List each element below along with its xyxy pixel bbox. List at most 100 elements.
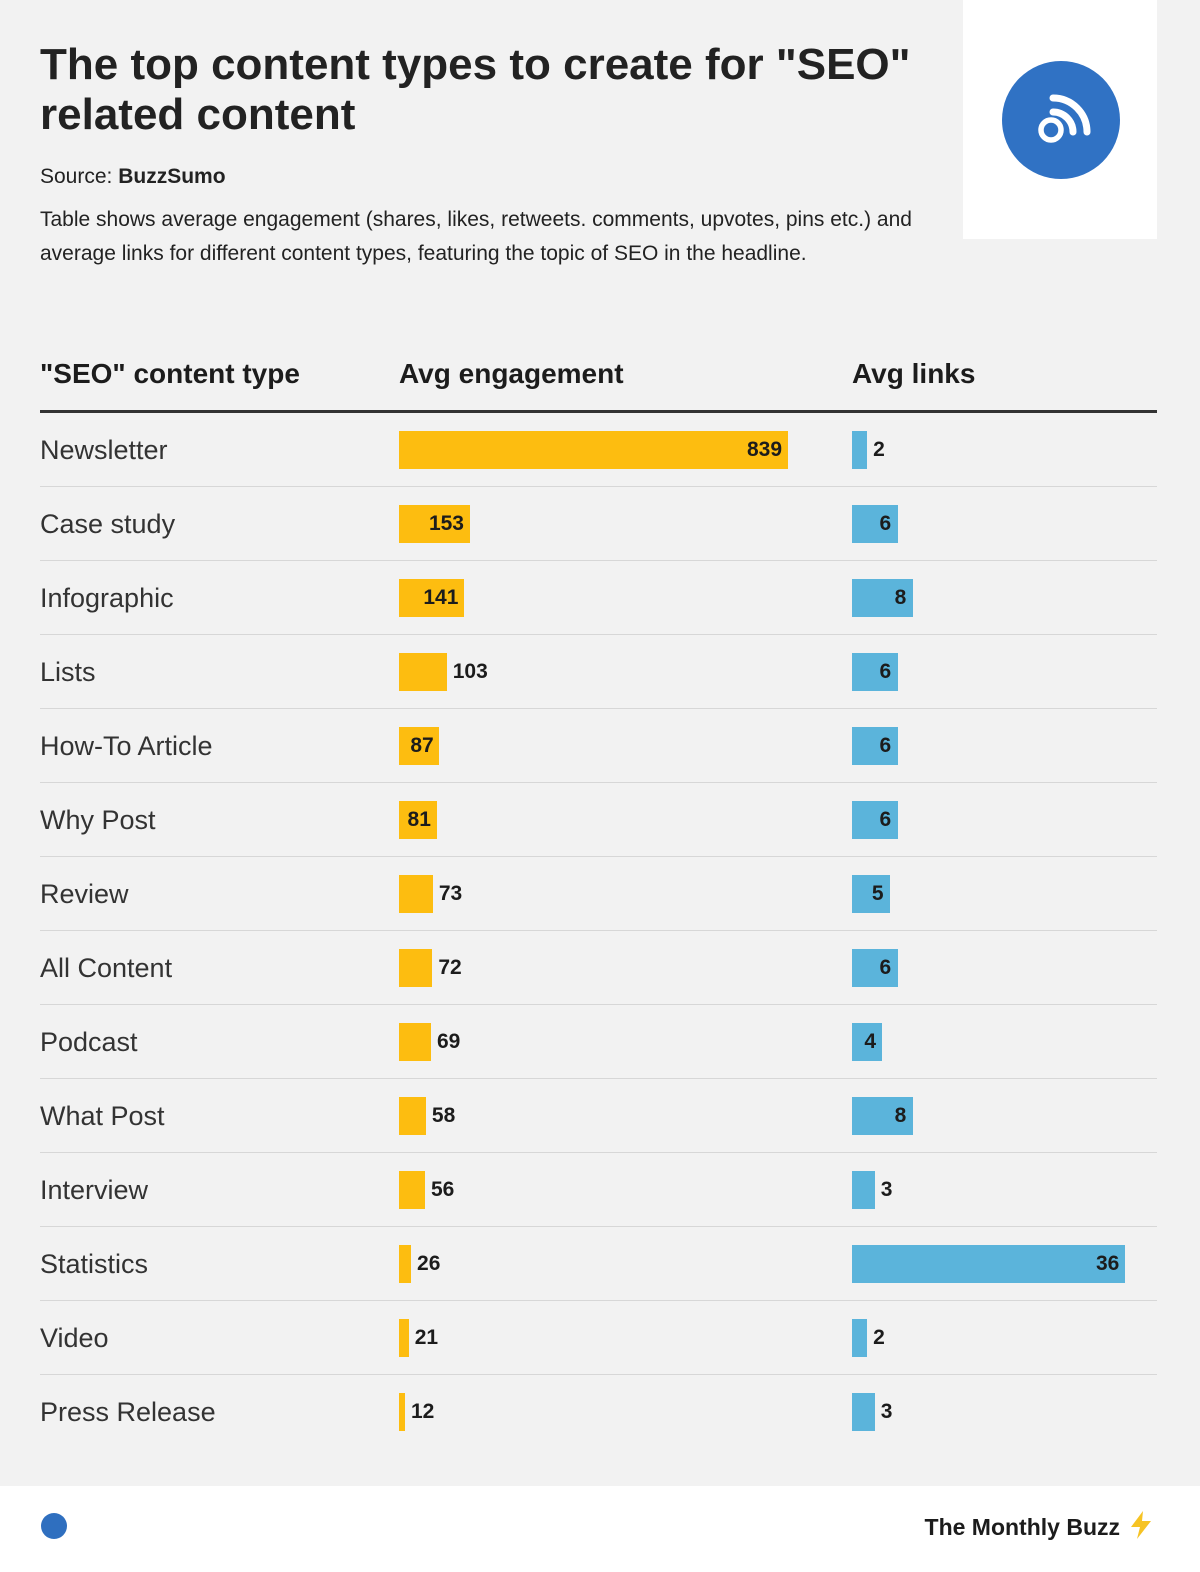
row-label: Podcast <box>40 1027 138 1057</box>
engagement-value: 26 <box>417 1252 441 1275</box>
row-label: All Content <box>40 953 173 983</box>
engagement-bar <box>399 949 433 987</box>
row-label: What Post <box>40 1101 165 1131</box>
links-bar <box>852 1319 868 1357</box>
table-row: Infographic 141 8 <box>40 561 1157 635</box>
row-label: Interview <box>40 1175 149 1205</box>
rss-feed-icon <box>1002 61 1120 179</box>
engagement-bar <box>399 1319 409 1357</box>
footer: The Monthly Buzz <box>0 1486 1200 1572</box>
row-label: Video <box>40 1323 109 1353</box>
column-header-links: Avg links <box>852 358 976 389</box>
table-row: Why Post 81 6 <box>40 783 1157 857</box>
table-row: Podcast 69 4 <box>40 1005 1157 1079</box>
links-value: 2 <box>873 1326 885 1349</box>
source-label: Source: <box>40 165 113 188</box>
row-label: Press Release <box>40 1397 216 1427</box>
chart-rows: Newsletter 839 2 Case study 153 6 Infographic 1… <box>40 413 1157 1448</box>
row-label: Statistics <box>40 1249 149 1279</box>
engagement-bar <box>399 579 465 617</box>
row-label: Newsletter <box>40 435 168 465</box>
source-name: BuzzSumo <box>118 165 226 188</box>
engagement-bar <box>399 431 788 469</box>
table-row: Statistics 26 36 <box>40 1227 1157 1301</box>
column-header-type: "SEO" content type <box>40 358 300 389</box>
table-row: Newsletter 839 2 <box>40 413 1157 487</box>
engagement-value: 12 <box>411 1400 435 1423</box>
links-value: 36 <box>1096 1252 1120 1275</box>
links-value: 3 <box>880 1178 893 1201</box>
links-value: 6 <box>879 956 892 979</box>
footer-dot <box>41 1513 67 1539</box>
engagement-bar <box>399 1245 412 1283</box>
engagement-value: 72 <box>438 956 462 979</box>
links-bar <box>852 1023 883 1061</box>
links-bar <box>852 505 898 543</box>
links-bar <box>852 1171 875 1209</box>
row-label: Case study <box>40 509 176 539</box>
links-value: 3 <box>880 1400 893 1423</box>
engagement-bar <box>399 1393 405 1431</box>
engagement-value: 21 <box>414 1326 439 1349</box>
table-row: What Post 58 8 <box>40 1079 1157 1153</box>
links-bar <box>852 653 898 691</box>
links-bar <box>852 579 913 617</box>
table-row: All Content 72 6 <box>40 931 1157 1005</box>
engagement-bar <box>399 727 440 765</box>
engagement-value: 56 <box>430 1178 455 1201</box>
links-bar <box>852 1245 1125 1283</box>
links-bar <box>852 801 898 839</box>
header-rule <box>40 410 1157 413</box>
logo-card <box>963 0 1157 239</box>
table-row: Video 21 2 <box>40 1301 1157 1375</box>
links-value: 6 <box>879 512 892 535</box>
engagement-bar <box>399 1097 426 1135</box>
engagement-bar <box>399 875 433 913</box>
links-value: 2 <box>873 438 885 461</box>
links-bar <box>852 431 868 469</box>
row-label: Review <box>40 879 129 909</box>
engagement-bar <box>399 1023 431 1061</box>
links-value: 4 <box>864 1030 877 1053</box>
table-row: Press Release 12 3 <box>40 1375 1157 1448</box>
links-value: 6 <box>879 734 892 757</box>
links-bar <box>852 1393 875 1431</box>
links-value: 8 <box>894 586 907 609</box>
row-label: Infographic <box>40 583 174 613</box>
column-header-engagement: Avg engagement <box>399 358 624 389</box>
links-value: 6 <box>879 660 892 683</box>
engagement-value: 153 <box>428 512 464 535</box>
chart-description: Table shows average engagement (shares, … <box>40 208 912 265</box>
table-row: Case study 153 6 <box>40 487 1157 561</box>
links-bar <box>852 875 890 913</box>
links-bar <box>852 949 898 987</box>
row-label: How-To Article <box>40 731 213 761</box>
footer-brand: The Monthly Buzz <box>924 1514 1120 1540</box>
links-value: 8 <box>894 1104 907 1127</box>
table-row: How-To Article 87 6 <box>40 709 1157 783</box>
source-line: Source: BuzzSumo <box>40 165 226 189</box>
lightning-bolt-icon <box>1131 1511 1151 1539</box>
engagement-value: 73 <box>438 882 463 905</box>
engagement-value: 69 <box>436 1030 461 1053</box>
engagement-bar <box>399 801 437 839</box>
chart-title: The top content types to create for "SEO… <box>40 40 911 139</box>
engagement-value: 87 <box>410 734 434 757</box>
engagement-bar <box>399 1171 425 1209</box>
links-bar <box>852 1097 913 1135</box>
engagement-value: 58 <box>431 1104 456 1127</box>
engagement-value: 839 <box>747 438 783 461</box>
table-row: Review 73 5 <box>40 857 1157 931</box>
row-label: Lists <box>40 657 96 687</box>
links-value: 5 <box>871 882 884 905</box>
engagement-value: 103 <box>452 660 488 683</box>
table-row: Interview 56 3 <box>40 1153 1157 1227</box>
table-row: Lists 103 6 <box>40 635 1157 709</box>
row-label: Why Post <box>40 805 156 835</box>
engagement-value: 81 <box>407 808 431 831</box>
engagement-value: 141 <box>423 586 459 609</box>
engagement-bar <box>399 505 470 543</box>
links-value: 6 <box>879 808 892 831</box>
links-bar <box>852 727 898 765</box>
engagement-bar <box>399 653 447 691</box>
